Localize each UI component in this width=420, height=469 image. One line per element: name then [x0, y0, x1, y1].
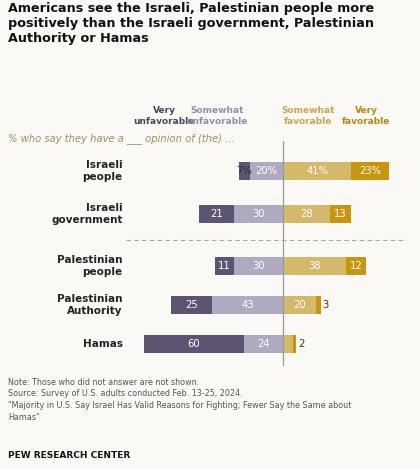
Text: % who say they have a ___ opinion of (the) ...: % who say they have a ___ opinion of (th… — [8, 133, 235, 144]
Text: 3: 3 — [323, 300, 329, 310]
Text: Very
favorable: Very favorable — [342, 106, 390, 126]
Bar — [283, 257, 346, 275]
Text: 20: 20 — [294, 300, 306, 310]
Text: 38: 38 — [308, 261, 321, 271]
Text: 60: 60 — [188, 339, 200, 349]
Text: 7%: 7% — [236, 166, 252, 176]
Text: 13: 13 — [334, 209, 346, 219]
Bar — [171, 296, 212, 314]
Text: Somewhat
unfavorable: Somewhat unfavorable — [186, 106, 248, 126]
Text: 2: 2 — [298, 339, 304, 349]
Text: 23%: 23% — [359, 166, 381, 176]
Bar — [283, 162, 351, 180]
Text: Palestinian
Authority: Palestinian Authority — [57, 295, 123, 316]
Bar — [283, 335, 293, 353]
Text: 12: 12 — [350, 261, 362, 271]
Bar — [316, 296, 321, 314]
Text: Israeli
government: Israeli government — [51, 204, 123, 225]
Bar — [215, 257, 234, 275]
Bar — [346, 257, 366, 275]
Text: 24: 24 — [257, 339, 270, 349]
Text: Very
unfavorable: Very unfavorable — [134, 106, 195, 126]
Text: 28: 28 — [300, 209, 313, 219]
Bar — [244, 335, 283, 353]
Bar — [250, 162, 283, 180]
Bar — [330, 205, 351, 223]
Bar — [239, 162, 250, 180]
Bar — [293, 335, 297, 353]
Text: 11: 11 — [218, 261, 231, 271]
Text: Palestinian
people: Palestinian people — [57, 256, 123, 277]
Bar — [283, 296, 316, 314]
Text: 43: 43 — [241, 300, 254, 310]
Text: 41%: 41% — [306, 166, 328, 176]
Bar — [212, 296, 283, 314]
Text: 21: 21 — [210, 209, 223, 219]
Bar — [199, 205, 234, 223]
Bar — [234, 257, 283, 275]
Bar — [234, 205, 283, 223]
Text: Israeli
people: Israeli people — [83, 160, 123, 182]
Bar — [351, 162, 389, 180]
Text: 30: 30 — [252, 209, 265, 219]
Bar — [144, 335, 244, 353]
Text: PEW RESEARCH CENTER: PEW RESEARCH CENTER — [8, 451, 131, 460]
Text: Somewhat
favorable: Somewhat favorable — [281, 106, 335, 126]
Text: 20%: 20% — [256, 166, 278, 176]
Text: 30: 30 — [252, 261, 265, 271]
Text: Americans see the Israeli, Palestinian people more
positively than the Israeli g: Americans see the Israeli, Palestinian p… — [8, 2, 375, 45]
Text: Hamas: Hamas — [83, 339, 123, 349]
Bar — [283, 205, 330, 223]
Text: 25: 25 — [185, 300, 198, 310]
Text: Note: Those who did not answer are not shown.
Source: Survey of U.S. adults cond: Note: Those who did not answer are not s… — [8, 378, 352, 422]
